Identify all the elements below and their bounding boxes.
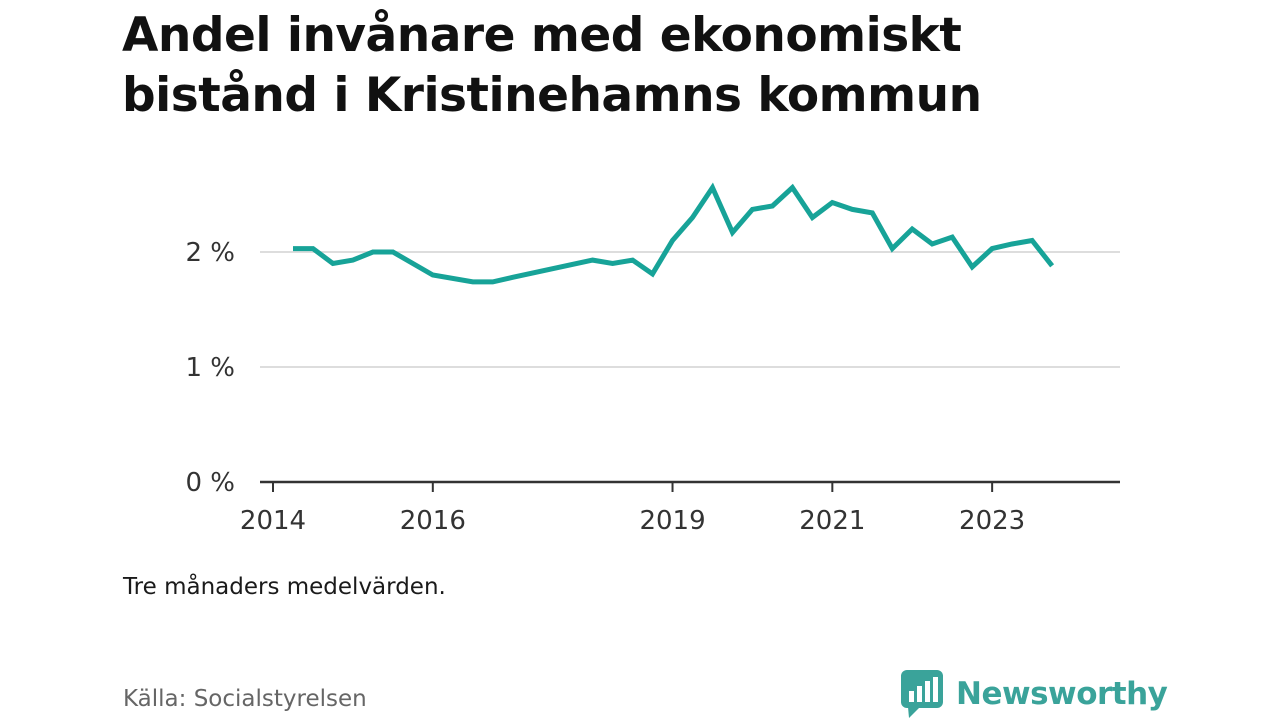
newsworthy-logo-icon <box>901 670 943 718</box>
x-tick-label: 2023 <box>959 506 1025 536</box>
y-tick-label: 2 % <box>185 238 235 268</box>
x-tick-label: 2014 <box>240 506 306 536</box>
chart-title: Andel invånare med ekonomiskt bistånd i … <box>122 8 982 123</box>
chart-note: Tre månaders medelvärden. <box>123 574 446 600</box>
x-tick-label: 2021 <box>799 506 865 536</box>
x-tick-label: 2019 <box>639 506 705 536</box>
series-line <box>293 182 1055 285</box>
y-tick-label: 0 % <box>185 468 235 498</box>
gridlines <box>260 251 1120 368</box>
brand-logo: Newsworthy <box>900 668 1168 720</box>
series-layer <box>293 182 1055 285</box>
brand-name: Newsworthy <box>956 676 1168 712</box>
source-text: Källa: Socialstyrelsen <box>123 686 367 712</box>
y-axis-tick-labels: 0 % 1 % 2 % <box>185 238 235 498</box>
x-axis: 2014 2016 2019 2021 2023 <box>240 480 1120 536</box>
y-tick-label: 1 % <box>185 353 235 383</box>
x-tick-label: 2016 <box>400 506 466 536</box>
